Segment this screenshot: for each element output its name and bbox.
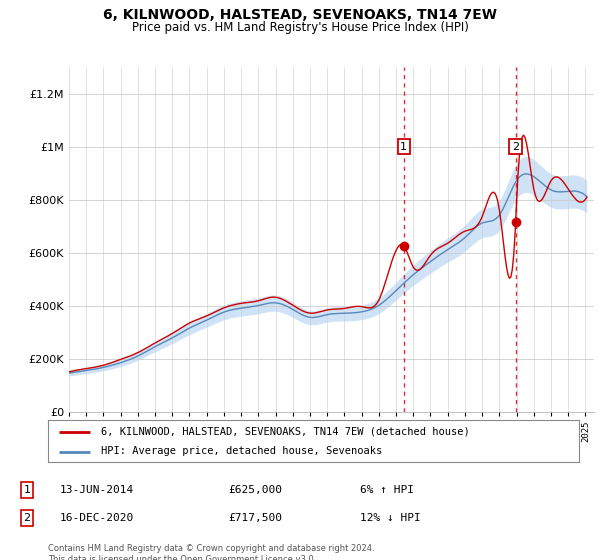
Text: 1: 1: [400, 142, 407, 152]
Text: 6, KILNWOOD, HALSTEAD, SEVENOAKS, TN14 7EW: 6, KILNWOOD, HALSTEAD, SEVENOAKS, TN14 7…: [103, 8, 497, 22]
Text: 12% ↓ HPI: 12% ↓ HPI: [360, 513, 421, 523]
Text: 2: 2: [512, 142, 519, 152]
Text: £717,500: £717,500: [228, 513, 282, 523]
Text: 2: 2: [23, 513, 31, 523]
Text: 13-JUN-2014: 13-JUN-2014: [60, 485, 134, 495]
Text: Price paid vs. HM Land Registry's House Price Index (HPI): Price paid vs. HM Land Registry's House …: [131, 21, 469, 34]
Text: £625,000: £625,000: [228, 485, 282, 495]
Text: 1: 1: [23, 485, 31, 495]
Text: Contains HM Land Registry data © Crown copyright and database right 2024.
This d: Contains HM Land Registry data © Crown c…: [48, 544, 374, 560]
Text: 6% ↑ HPI: 6% ↑ HPI: [360, 485, 414, 495]
Text: 6, KILNWOOD, HALSTEAD, SEVENOAKS, TN14 7EW (detached house): 6, KILNWOOD, HALSTEAD, SEVENOAKS, TN14 7…: [101, 427, 470, 437]
Text: HPI: Average price, detached house, Sevenoaks: HPI: Average price, detached house, Seve…: [101, 446, 382, 456]
Text: 16-DEC-2020: 16-DEC-2020: [60, 513, 134, 523]
